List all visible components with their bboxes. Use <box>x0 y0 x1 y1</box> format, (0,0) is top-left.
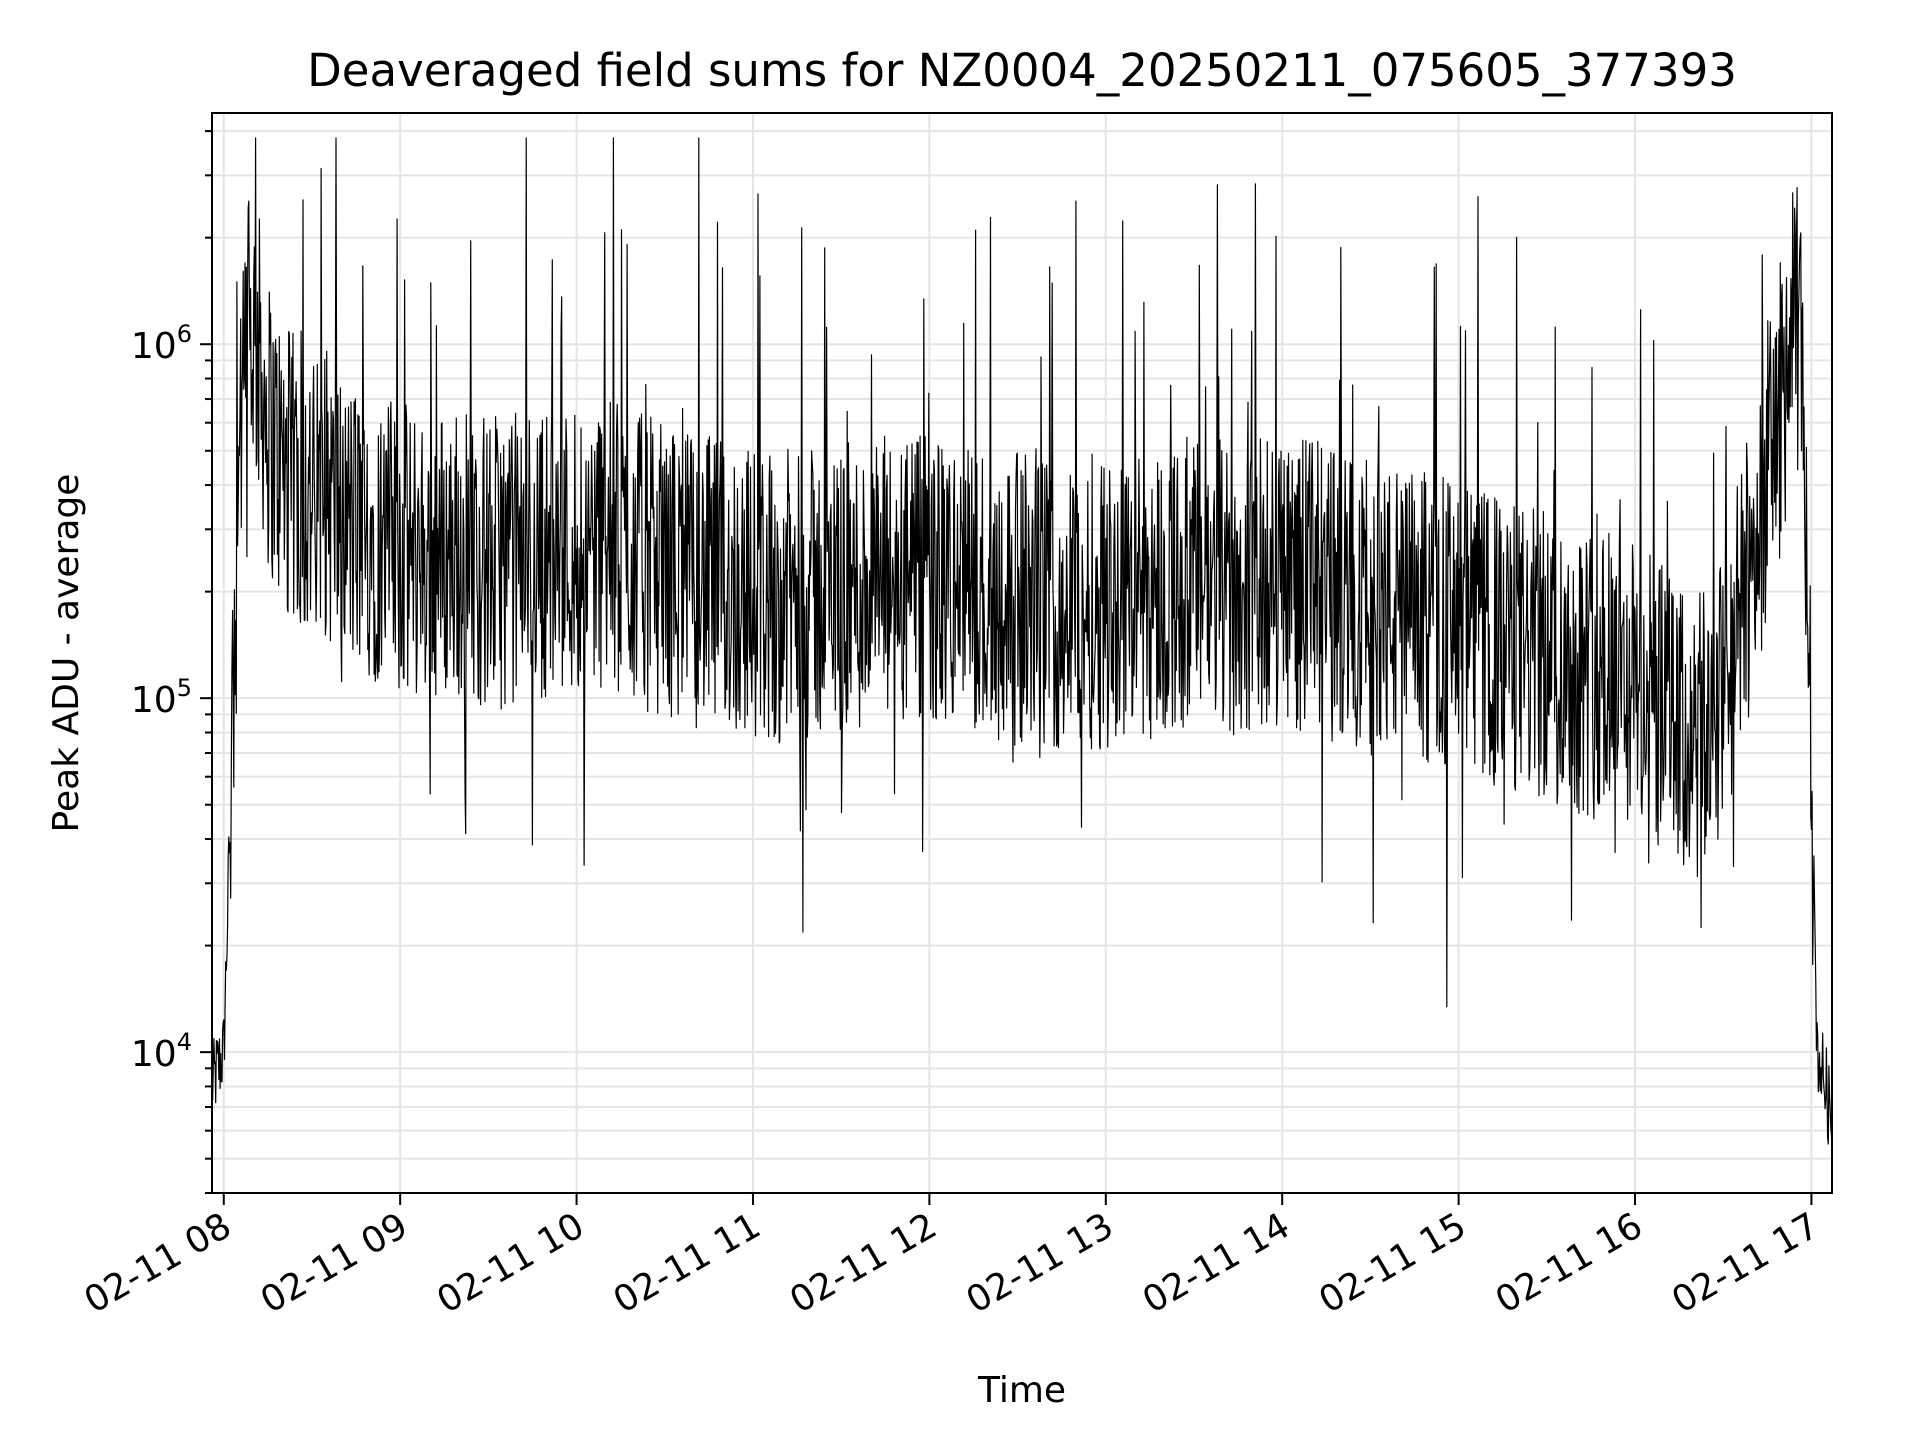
y-tick-exponent: 5 <box>177 674 192 702</box>
x-tick-label: 02-11 09 <box>254 1205 415 1321</box>
x-tick-label: 02-11 12 <box>783 1205 944 1321</box>
plot-frame <box>211 112 1833 1194</box>
y-tick-base: 10 <box>131 680 177 721</box>
y-tick-exponent: 4 <box>177 1028 192 1056</box>
x-tick-label: 02-11 13 <box>960 1205 1121 1321</box>
y-tick-label: 106 <box>131 320 192 367</box>
y-tick-base: 10 <box>131 1034 177 1075</box>
y-tick-base: 10 <box>131 326 177 367</box>
series-line <box>211 137 1833 1156</box>
y-tick-exponent: 6 <box>177 320 192 348</box>
x-tick-label: 02-11 08 <box>78 1205 239 1321</box>
x-tick-label: 02-11 11 <box>607 1205 768 1321</box>
x-tick-label: 02-11 10 <box>430 1205 591 1321</box>
x-tick-label: 02-11 17 <box>1665 1205 1826 1321</box>
y-tick-label: 104 <box>131 1028 192 1075</box>
x-tick-label: 02-11 15 <box>1312 1205 1473 1321</box>
chart-title: Deaveraged field sums for NZ0004_2025021… <box>307 44 1737 97</box>
x-tick-label: 02-11 16 <box>1489 1205 1650 1321</box>
x-tick-label: 02-11 14 <box>1136 1205 1297 1321</box>
x-axis-label: Time <box>977 1370 1066 1411</box>
data-layer <box>211 137 1833 1156</box>
y-axis-label: Peak ADU - average <box>46 474 87 833</box>
x-axis-ticks: 02-11 08 02-11 09 02-11 10 02-11 11 02-11 12… <box>78 1193 1826 1322</box>
y-tick-label: 105 <box>131 674 192 721</box>
